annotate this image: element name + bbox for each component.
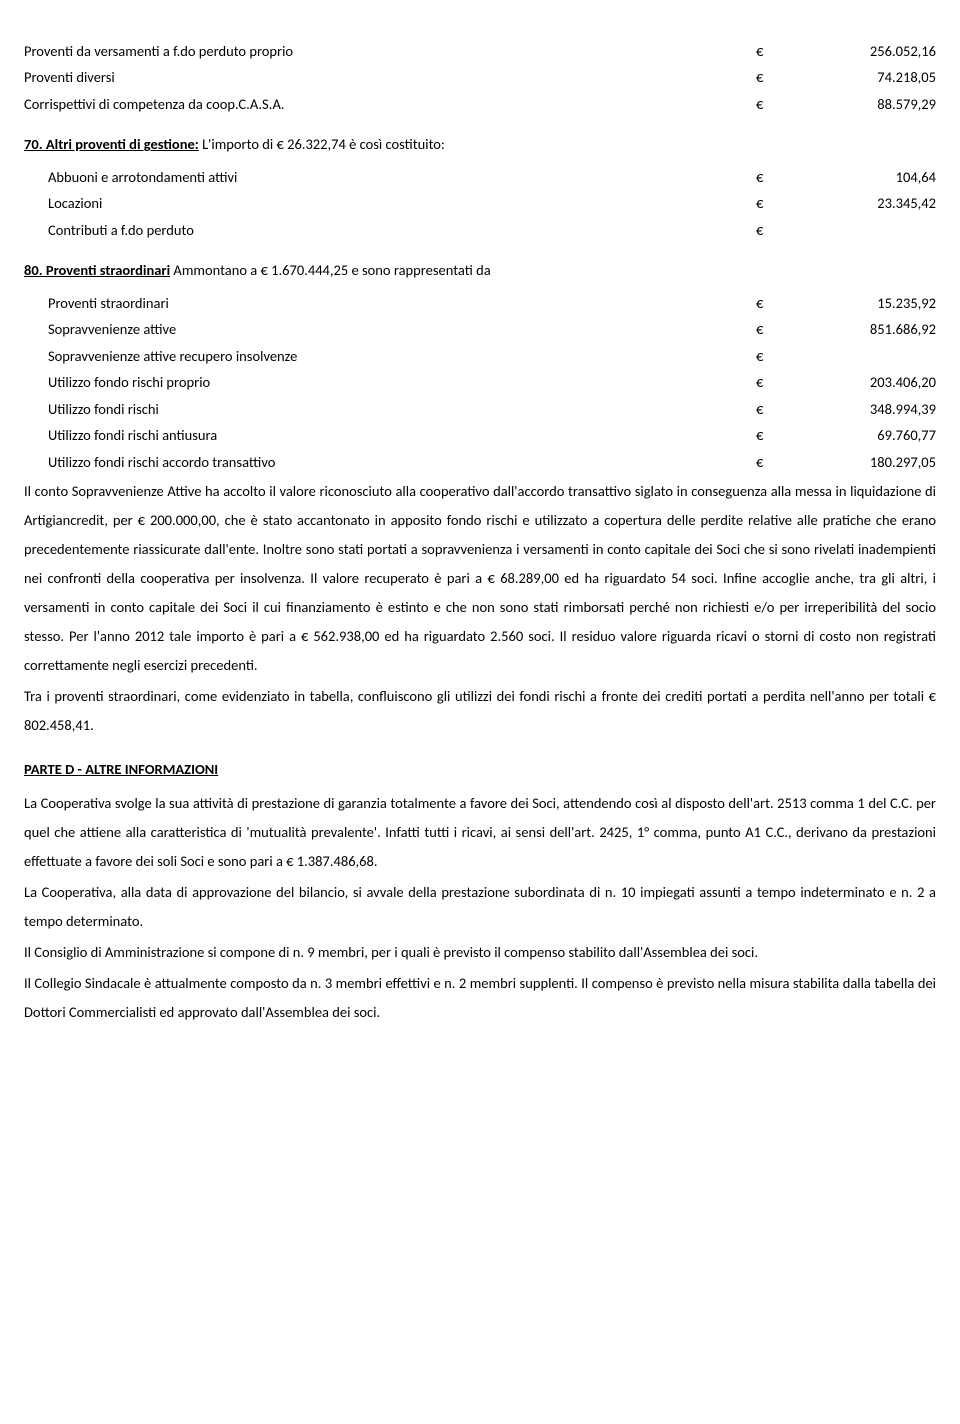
currency-symbol: € [756, 66, 776, 88]
table-row: Proventi straordinari € 15.235,92 [48, 292, 936, 314]
row-label: Utilizzo fondo rischi proprio [48, 371, 756, 393]
currency-symbol: € [756, 40, 776, 62]
row-label: Proventi straordinari [48, 292, 756, 314]
table-row: Utilizzo fondi rischi antiusura € 69.760… [48, 424, 936, 446]
section-title-parte-d: PARTE D - ALTRE INFORMAZIONI [24, 758, 936, 780]
row-label: Proventi diversi [24, 66, 756, 88]
table-row: Utilizzo fondi rischi € 348.994,39 [48, 398, 936, 420]
row-value: 348.994,39 [776, 398, 936, 420]
row-value: 69.760,77 [776, 424, 936, 446]
currency-symbol: € [756, 371, 776, 393]
currency-symbol: € [756, 192, 776, 214]
row-value: 256.052,16 [776, 40, 936, 62]
row-label: Sopravvenienze attive recupero insolvenz… [48, 345, 756, 367]
row-value: 23.345,42 [776, 192, 936, 214]
row-value [776, 219, 936, 241]
row-label: Contributi a f.do perduto [48, 219, 756, 241]
row-value: 74.218,05 [776, 66, 936, 88]
paragraph-impiegati: La Cooperativa, alla data di approvazion… [24, 878, 936, 936]
row-label: Abbuoni e arrotondamenti attivi [48, 166, 756, 188]
heading-rest: L'importo di € 26.322,74 è così costitui… [199, 135, 445, 153]
row-value [776, 345, 936, 367]
row-label: Utilizzo fondi rischi accordo transattiv… [48, 451, 756, 473]
row-value: 851.686,92 [776, 318, 936, 340]
table-row: Contributi a f.do perduto € [48, 219, 936, 241]
row-label: Locazioni [48, 192, 756, 214]
currency-symbol: € [756, 424, 776, 446]
row-label: Utilizzo fondi rischi antiusura [48, 424, 756, 446]
row-value: 104,64 [776, 166, 936, 188]
row-value: 180.297,05 [776, 451, 936, 473]
table-row: Utilizzo fondo rischi proprio € 203.406,… [48, 371, 936, 393]
currency-symbol: € [756, 219, 776, 241]
row-label: Utilizzo fondi rischi [48, 398, 756, 420]
table-row: Sopravvenienze attive € 851.686,92 [48, 318, 936, 340]
table-row: Corrispettivi di competenza da coop.C.A.… [24, 93, 936, 115]
currency-symbol: € [756, 451, 776, 473]
row-value: 88.579,29 [776, 93, 936, 115]
currency-symbol: € [756, 398, 776, 420]
heading-80: 80. Proventi straordinari Ammontano a € … [24, 259, 936, 281]
heading-prefix: 70. Altri proventi di gestione: [24, 135, 199, 153]
currency-symbol: € [756, 93, 776, 115]
currency-symbol: € [756, 345, 776, 367]
paragraph-sopravvenienze: Il conto Sopravvenienze Attive ha accolt… [24, 477, 936, 680]
paragraph-consiglio: Il Consiglio di Amministrazione si compo… [24, 938, 936, 967]
table-row: Sopravvenienze attive recupero insolvenz… [48, 345, 936, 367]
table-row: Utilizzo fondi rischi accordo transattiv… [48, 451, 936, 473]
heading-prefix: 80. Proventi straordinari [24, 261, 170, 279]
paragraph-proventi-straordinari: Tra i proventi straordinari, come eviden… [24, 682, 936, 740]
currency-symbol: € [756, 318, 776, 340]
paragraph-collegio: Il Collegio Sindacale è attualmente comp… [24, 969, 936, 1027]
table-row: Proventi diversi € 74.218,05 [24, 66, 936, 88]
table-row: Locazioni € 23.345,42 [48, 192, 936, 214]
paragraph-mutualita: La Cooperativa svolge la sua attività di… [24, 789, 936, 876]
table-proventi-1: Proventi da versamenti a f.do perduto pr… [24, 40, 936, 115]
table-row: Abbuoni e arrotondamenti attivi € 104,64 [48, 166, 936, 188]
heading-rest: Ammontano a € 1.670.444,25 e sono rappre… [170, 261, 491, 279]
currency-symbol: € [756, 166, 776, 188]
currency-symbol: € [756, 292, 776, 314]
row-label: Corrispettivi di competenza da coop.C.A.… [24, 93, 756, 115]
row-label: Proventi da versamenti a f.do perduto pr… [24, 40, 756, 62]
row-label: Sopravvenienze attive [48, 318, 756, 340]
table-row: Proventi da versamenti a f.do perduto pr… [24, 40, 936, 62]
row-value: 15.235,92 [776, 292, 936, 314]
row-value: 203.406,20 [776, 371, 936, 393]
table-proventi-3: Proventi straordinari € 15.235,92 Soprav… [24, 292, 936, 473]
table-proventi-2: Abbuoni e arrotondamenti attivi € 104,64… [24, 166, 936, 241]
heading-70: 70. Altri proventi di gestione: L'import… [24, 133, 936, 155]
